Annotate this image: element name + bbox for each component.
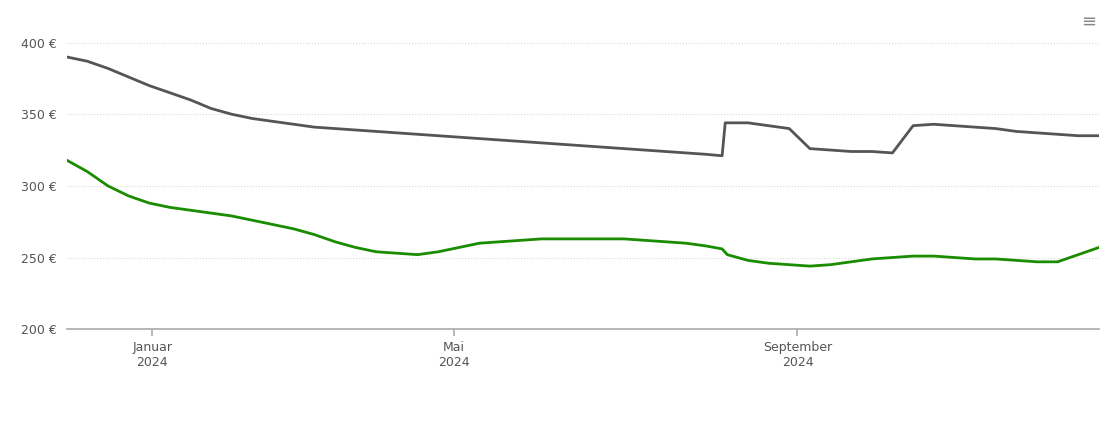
- lose Ware: [60, 157, 73, 162]
- Sackware: [555, 142, 568, 147]
- Sackware: [142, 83, 155, 88]
- lose Ware: [1092, 245, 1106, 250]
- lose Ware: [432, 249, 445, 254]
- Sackware: [60, 54, 73, 60]
- lose Ware: [555, 236, 568, 241]
- lose Ware: [720, 252, 734, 257]
- Sackware: [700, 152, 714, 157]
- Text: ≡: ≡: [1081, 13, 1097, 31]
- Line: lose Ware: lose Ware: [67, 160, 1099, 266]
- Sackware: [1092, 133, 1106, 138]
- Line: Sackware: Sackware: [67, 57, 1099, 156]
- Sackware: [432, 133, 445, 138]
- lose Ware: [700, 243, 714, 249]
- lose Ware: [1030, 259, 1043, 264]
- lose Ware: [142, 200, 155, 206]
- Sackware: [741, 120, 755, 125]
- lose Ware: [804, 264, 817, 269]
- Sackware: [716, 153, 729, 158]
- Sackware: [1030, 130, 1043, 135]
